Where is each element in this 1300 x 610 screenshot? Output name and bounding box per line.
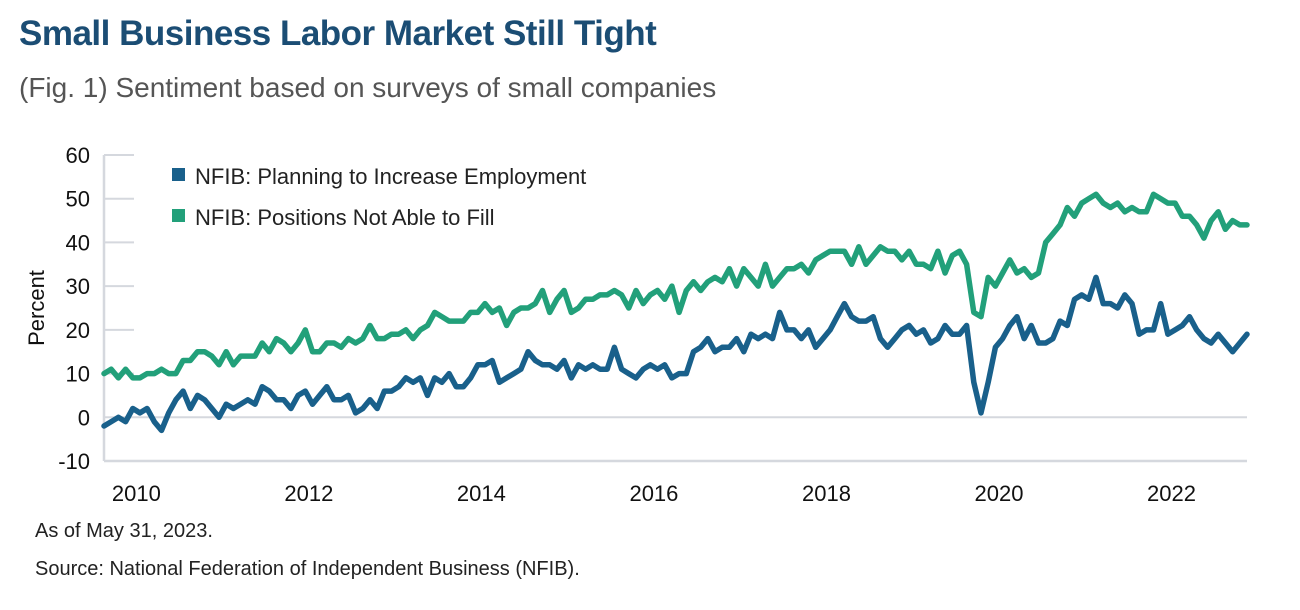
legend-swatch-employment [172,168,185,181]
chart-subtitle: (Fig. 1) Sentiment based on surveys of s… [19,72,717,103]
x-tick-label: 2016 [629,481,678,506]
x-tick-label: 2020 [975,481,1024,506]
legend: NFIB: Planning to Increase Employment NF… [172,164,586,230]
y-tick-label: 20 [66,318,90,343]
y-tick-label: 40 [66,230,90,255]
y-tick-label: 30 [66,274,90,299]
y-tick-label: 10 [66,362,90,387]
y-tick-label: -10 [58,449,90,474]
y-axis-title: Percent [24,270,49,346]
y-tick-label: 50 [66,187,90,212]
series-line-positions [101,191,1250,381]
y-tick-label: 0 [78,405,90,430]
legend-swatch-positions [172,209,185,222]
source-note: Source: National Federation of Independe… [35,558,580,580]
legend-label-employment: NFIB: Planning to Increase Employment [195,164,586,189]
y-tick-label: 60 [66,143,90,168]
series-layer [101,191,1250,434]
x-tick-label: 2022 [1147,481,1196,506]
series-line-employment [101,274,1250,434]
as-of-note: As of May 31, 2023. [35,520,213,542]
chart-title: Small Business Labor Market Still Tight [19,14,657,53]
x-tick-label: 2014 [457,481,506,506]
x-tick-label: 2018 [802,481,851,506]
x-tick-label: 2012 [284,481,333,506]
x-tick-label: 2010 [112,481,161,506]
legend-label-positions: NFIB: Positions Not Able to Fill [195,205,495,230]
